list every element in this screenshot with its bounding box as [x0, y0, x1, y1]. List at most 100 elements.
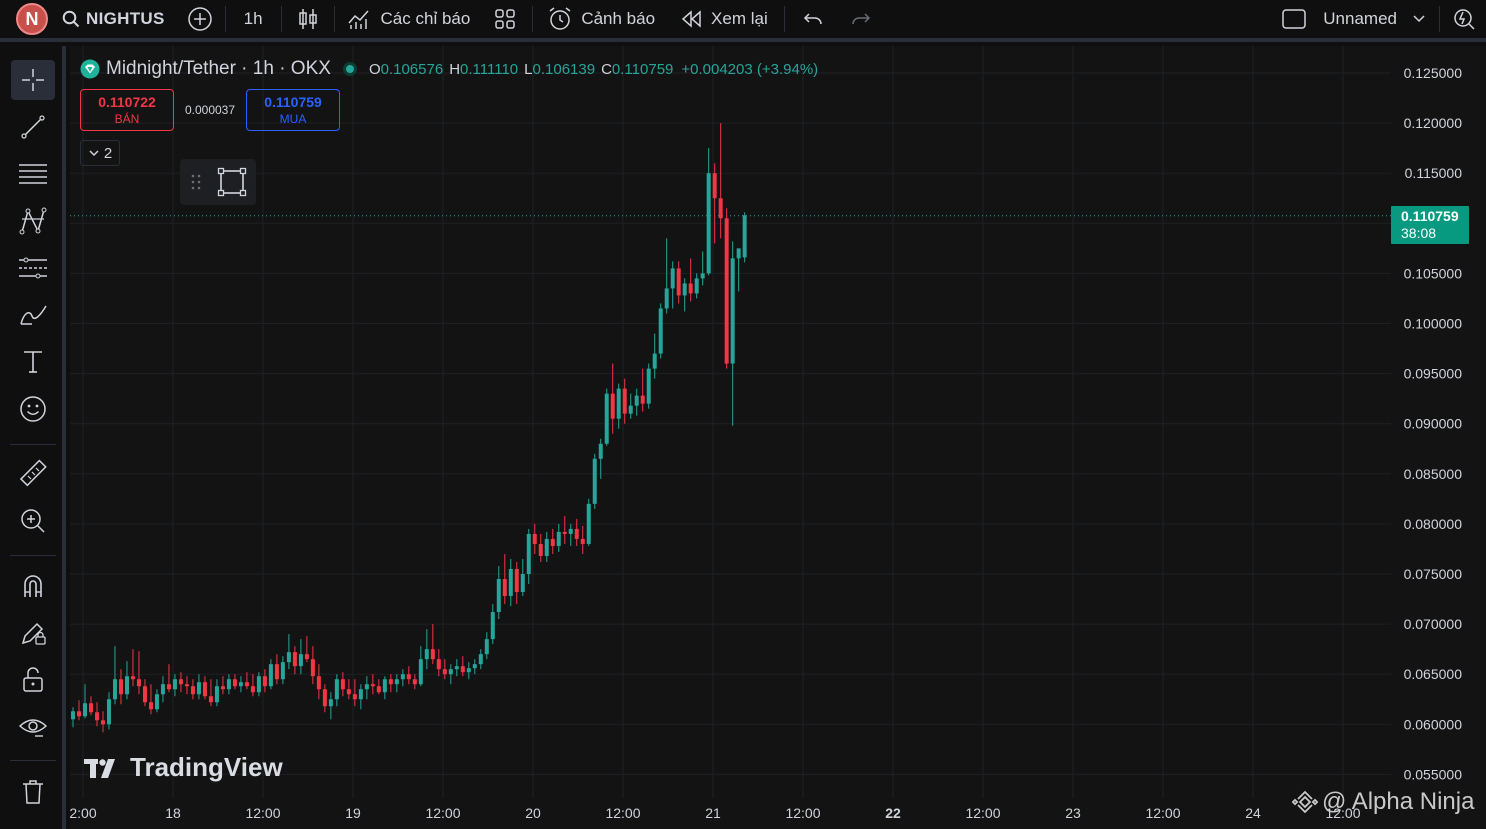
indicators-icon: [347, 10, 369, 29]
candle-body: [340, 679, 345, 690]
candle-body: [322, 689, 327, 707]
candle-body: [496, 579, 501, 613]
templates-button[interactable]: [484, 0, 532, 40]
tradingview-logo[interactable]: TradingView: [84, 752, 283, 783]
spread-value: 0.000037: [184, 103, 236, 117]
replay-button[interactable]: Xem lại: [669, 0, 784, 40]
remove-drawings-tool[interactable]: [11, 772, 55, 812]
brush-icon: [20, 305, 47, 325]
drag-handle-icon[interactable]: [182, 170, 210, 194]
candle-body: [220, 686, 225, 690]
trash-icon: [23, 780, 43, 804]
zoom-in-icon: [21, 509, 45, 533]
open-label: O: [368, 60, 381, 78]
candle-body: [574, 528, 579, 539]
chart-background: [70, 46, 1486, 829]
symbol-search-button[interactable]: NIGHTUS: [62, 0, 175, 40]
time-axis-tick: 2:00: [70, 805, 97, 821]
candle-body: [634, 395, 639, 406]
indicators-button[interactable]: Các chỉ báo: [335, 0, 485, 40]
okx-diamond-icon: [80, 59, 100, 79]
hide-drawings-tool[interactable]: [11, 707, 55, 747]
forecast-tool[interactable]: [11, 248, 55, 288]
candle-body: [550, 538, 555, 546]
candle-body: [412, 679, 417, 685]
buy-button[interactable]: 0.110759 MUA: [246, 89, 340, 131]
grid-icon: [495, 9, 516, 29]
candle-body: [718, 198, 723, 219]
candlestick-chart[interactable]: 0.1250000.1200000.1150000.1100000.105000…: [70, 46, 1486, 829]
candle-body: [310, 659, 315, 677]
candle-body: [406, 674, 411, 680]
sell-button[interactable]: 0.110722 BÁN: [80, 89, 174, 131]
emoji-tool[interactable]: [11, 389, 55, 429]
candle-body: [610, 393, 615, 419]
market-status-icon[interactable]: [342, 62, 357, 76]
text-icon: [24, 351, 42, 373]
stay-in-drawing-mode-tool[interactable]: [11, 613, 55, 653]
trend-line-tool[interactable]: [11, 107, 55, 147]
candle-body: [268, 664, 273, 687]
candle-body: [190, 686, 195, 695]
eye-icon: [18, 719, 48, 737]
alerts-button[interactable]: Cảnh báo: [533, 0, 669, 40]
candle-body: [106, 699, 111, 725]
candle-body: [418, 659, 423, 685]
quick-search-button[interactable]: [1440, 0, 1486, 40]
candle-body: [286, 652, 291, 663]
pattern-tool[interactable]: [11, 201, 55, 241]
candle-body: [178, 679, 183, 685]
fib-tool[interactable]: [11, 154, 55, 194]
candle-body: [622, 388, 627, 414]
price-axis-tick: 0.120000: [1404, 115, 1463, 131]
text-tool[interactable]: [11, 342, 55, 382]
candle-body: [712, 173, 717, 199]
candle-body: [460, 666, 465, 673]
candle-body: [262, 676, 267, 687]
candles-icon: [298, 9, 317, 29]
lock-drawings-tool[interactable]: [11, 660, 55, 700]
chart-area[interactable]: 0.1250000.1200000.1150000.1100000.105000…: [70, 46, 1486, 829]
zoom-in-tool[interactable]: [11, 501, 55, 541]
candle-body: [352, 694, 357, 700]
candle-body: [328, 699, 333, 707]
candle-body: [112, 679, 117, 700]
ruler-tool[interactable]: [11, 454, 55, 494]
toolbar-divider: [10, 760, 56, 761]
candle-body: [556, 531, 561, 546]
chart-type-button[interactable]: [282, 0, 334, 40]
symbol-title[interactable]: Midnight/Tether · 1h · OKX: [106, 58, 331, 79]
high-value: 0.111110: [460, 60, 519, 78]
candle-body: [628, 405, 633, 414]
candle-body: [184, 684, 189, 687]
legend-collapse-button[interactable]: 2: [80, 140, 120, 166]
toolbar-divider: [280, 6, 282, 32]
magnet-tool[interactable]: [11, 566, 55, 606]
candle-body: [598, 443, 603, 459]
interval-button[interactable]: 1h: [243, 9, 263, 28]
candle-body: [244, 682, 249, 687]
rectangle-select-icon[interactable]: [216, 166, 248, 198]
candle-body: [688, 283, 693, 294]
crosshair-tool[interactable]: [11, 60, 55, 100]
compare-button[interactable]: [175, 0, 225, 40]
candle-body: [724, 218, 729, 364]
undo-button[interactable]: [785, 0, 837, 40]
pencil-lock-icon: [21, 622, 46, 645]
time-axis-tick: 12:00: [245, 805, 280, 821]
price-axis-tick: 0.055000: [1404, 766, 1463, 782]
brush-tool[interactable]: [11, 295, 55, 335]
candle-body: [370, 684, 375, 687]
user-avatar[interactable]: N: [16, 3, 48, 35]
candle-body: [364, 684, 369, 690]
time-axis-tick: 20: [525, 805, 541, 821]
candle-body: [214, 686, 219, 703]
chevron-down-icon: [1413, 15, 1425, 23]
tradingview-wordmark: TradingView: [130, 752, 283, 782]
candle-body: [130, 676, 135, 680]
redo-button[interactable]: [837, 0, 885, 40]
bar-countdown: 38:08: [1401, 225, 1437, 241]
layout-button[interactable]: Unnamed: [1267, 0, 1439, 40]
sell-price: 0.110722: [98, 94, 156, 110]
rewind-icon: [681, 10, 701, 28]
